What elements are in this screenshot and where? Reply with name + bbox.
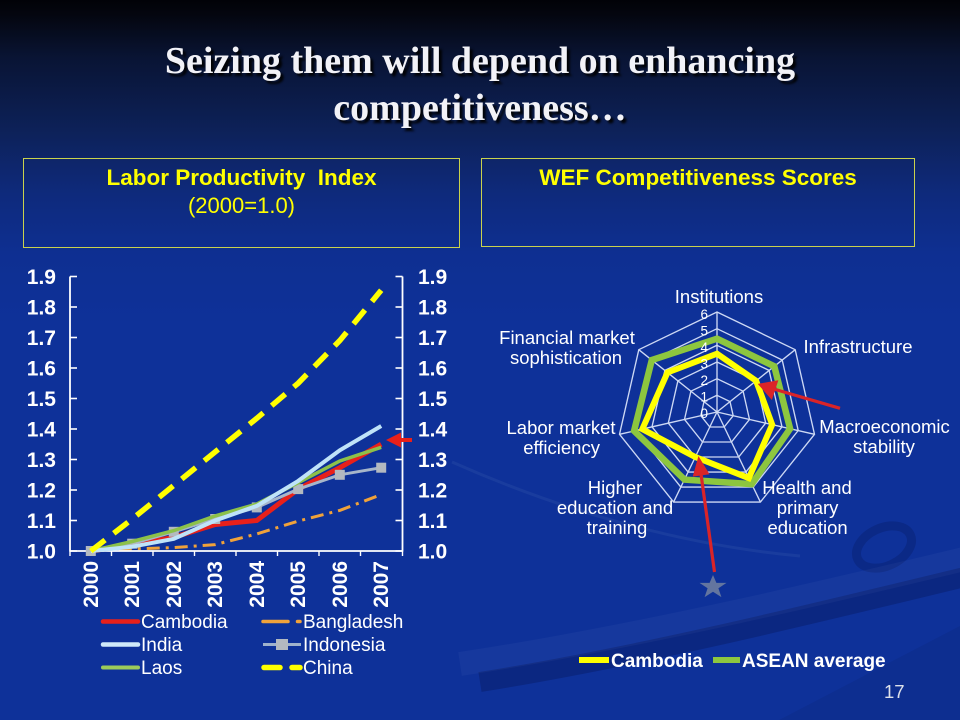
svg-text:Laos: Laos (141, 658, 182, 679)
svg-text:sophistication: sophistication (510, 347, 622, 368)
svg-text:1.3: 1.3 (27, 449, 56, 472)
svg-text:efficiency: efficiency (523, 437, 601, 458)
svg-text:1.4: 1.4 (27, 419, 57, 442)
svg-text:ASEAN average: ASEAN average (742, 651, 886, 672)
svg-text:education: education (767, 517, 847, 538)
svg-text:1.8: 1.8 (418, 297, 448, 320)
svg-text:Bangladesh: Bangladesh (303, 612, 403, 633)
svg-text:1.2: 1.2 (418, 480, 447, 503)
svg-text:1: 1 (700, 390, 708, 405)
svg-text:1.7: 1.7 (27, 327, 56, 350)
svg-text:2: 2 (700, 373, 708, 388)
svg-text:1.0: 1.0 (418, 541, 447, 564)
svg-text:Institutions: Institutions (675, 286, 763, 307)
svg-text:5: 5 (700, 324, 708, 339)
svg-text:1.9: 1.9 (418, 266, 447, 289)
svg-text:India: India (141, 635, 183, 656)
svg-text:2005: 2005 (287, 561, 310, 608)
svg-text:Infrastructure: Infrastructure (804, 336, 913, 357)
svg-text:1.0: 1.0 (27, 541, 56, 564)
svg-text:1.4: 1.4 (418, 419, 448, 442)
svg-text:education and: education and (557, 497, 673, 518)
svg-text:1.3: 1.3 (418, 449, 447, 472)
svg-text:2001: 2001 (121, 561, 144, 608)
svg-text:4: 4 (700, 340, 708, 355)
svg-text:6: 6 (700, 307, 708, 322)
svg-text:1.5: 1.5 (418, 388, 448, 411)
svg-text:1.6: 1.6 (418, 358, 447, 381)
svg-text:training: training (587, 517, 648, 538)
svg-text:2004: 2004 (246, 561, 269, 608)
svg-text:3: 3 (700, 357, 708, 372)
svg-text:1.1: 1.1 (27, 510, 57, 533)
svg-text:1.1: 1.1 (418, 510, 448, 533)
svg-text:1.6: 1.6 (27, 358, 56, 381)
svg-text:1.2: 1.2 (27, 480, 56, 503)
svg-text:Macroeconomic: Macroeconomic (819, 416, 950, 437)
svg-text:China: China (303, 658, 353, 679)
svg-text:Cambodia: Cambodia (141, 612, 228, 633)
svg-text:1.7: 1.7 (418, 327, 447, 350)
svg-text:Health and: Health and (762, 477, 851, 498)
svg-text:Financial market: Financial market (499, 327, 635, 348)
svg-text:Labor market: Labor market (507, 417, 616, 438)
svg-text:2000: 2000 (80, 561, 103, 608)
svg-text:2007: 2007 (370, 561, 393, 608)
svg-text:2003: 2003 (204, 561, 227, 608)
svg-text:1.8: 1.8 (27, 297, 57, 320)
svg-text:0: 0 (700, 406, 708, 421)
svg-text:primary: primary (777, 497, 839, 518)
svg-text:2002: 2002 (163, 561, 186, 608)
svg-text:1.5: 1.5 (27, 388, 57, 411)
svg-text:Indonesia: Indonesia (303, 635, 386, 656)
svg-text:2006: 2006 (329, 561, 352, 608)
svg-text:stability: stability (853, 436, 915, 457)
svg-text:Cambodia: Cambodia (611, 651, 703, 672)
svg-text:Higher: Higher (588, 477, 643, 498)
svg-text:1.9: 1.9 (27, 266, 56, 289)
